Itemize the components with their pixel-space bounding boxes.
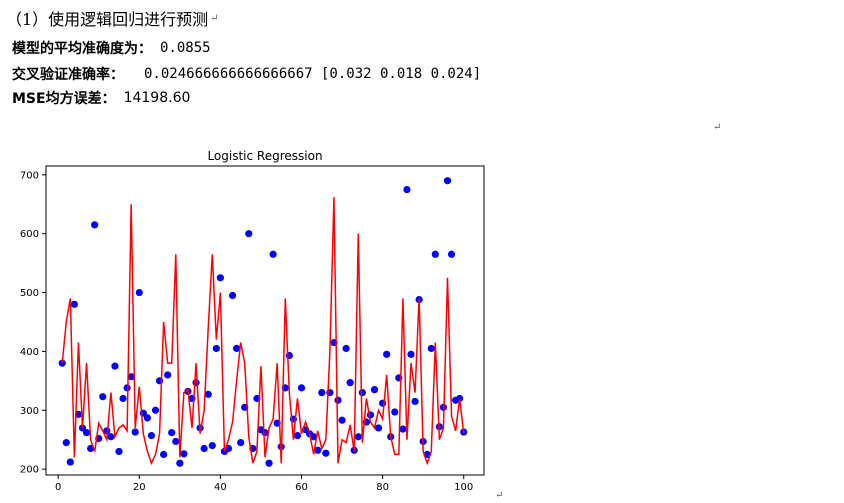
- scatter-point: [346, 378, 354, 387]
- scatter-point: [164, 371, 172, 379]
- y-tick-label: 600: [20, 229, 39, 240]
- scatter-point: [447, 250, 456, 258]
- scatter-point: [407, 350, 415, 358]
- scatter-point: [208, 441, 216, 450]
- scatter-point: [168, 429, 176, 437]
- scatter-point: [338, 416, 346, 424]
- scatter-point: [82, 429, 91, 437]
- y-tick-label: 300: [20, 406, 39, 417]
- scatter-point: [204, 390, 212, 398]
- scatter-point: [314, 446, 322, 454]
- scatter-point: [443, 177, 452, 185]
- scatter-point: [228, 291, 237, 300]
- mse-line: MSE均方误差： 14198.60: [12, 88, 190, 108]
- scatter-point: [370, 386, 379, 394]
- return-mark-bottom: ↵: [495, 490, 504, 501]
- scatter-point: [107, 433, 115, 441]
- scatter-point: [374, 424, 383, 432]
- scatter-point: [192, 378, 200, 387]
- plot-frame: [45, 165, 485, 476]
- x-tick-label: 0: [55, 482, 61, 493]
- scatter-point: [151, 406, 160, 414]
- x-tick-label: 80: [376, 482, 389, 493]
- scatter-point: [237, 439, 245, 447]
- scatter-point: [366, 411, 375, 419]
- scatter-point: [379, 399, 387, 407]
- scatter-point: [233, 344, 241, 353]
- scatter-point: [62, 439, 70, 447]
- scatter-point: [269, 250, 277, 258]
- scatter-point: [135, 288, 143, 297]
- scatter-point: [70, 300, 78, 308]
- y-tick-label: 500: [20, 288, 39, 299]
- scatter-point: [265, 459, 273, 467]
- scatter-point: [358, 389, 366, 397]
- return-mark: ↵: [210, 12, 219, 24]
- scatter-point: [103, 427, 111, 435]
- scatter-point: [403, 185, 411, 194]
- scatter-point: [285, 351, 293, 360]
- scatter-point: [127, 373, 135, 381]
- scatter-point: [147, 431, 156, 440]
- x-tick-label: 20: [133, 482, 146, 493]
- accuracy-line: 模型的平均准确度为： 0.0855: [12, 38, 211, 58]
- cv-value: 0.024666666666666667 [0.032 0.018 0.024]: [144, 66, 482, 82]
- axis-ticks: 0 20 40 60 80 100 200 300 400 500 600 700: [20, 170, 473, 493]
- scatter-point: [427, 344, 435, 353]
- section-heading-text: （1）使用逻辑回归进行预测: [6, 10, 209, 29]
- y-tick-label: 400: [20, 347, 39, 358]
- scatter-point: [66, 458, 74, 466]
- scatter-point: [411, 397, 419, 406]
- x-tick-label: 40: [214, 482, 227, 493]
- scatter-point: [310, 433, 318, 441]
- scatter-point: [111, 362, 119, 370]
- x-tick-label: 60: [295, 482, 308, 493]
- scatter-point: [297, 384, 306, 392]
- scatter-point: [160, 450, 168, 458]
- scatter-point: [115, 447, 123, 456]
- scatter-point: [180, 450, 188, 458]
- accuracy-value: 0.0855: [160, 40, 211, 56]
- scatter-point: [322, 449, 330, 457]
- scatter-point: [245, 230, 253, 238]
- scatter-point: [383, 350, 391, 358]
- mse-label: MSE均方误差：: [12, 91, 116, 107]
- scatter-point: [172, 437, 180, 446]
- scatter-point: [131, 428, 139, 436]
- x-tick-label: 100: [454, 482, 473, 493]
- scatter-point: [123, 384, 131, 392]
- y-tick-label: 200: [20, 465, 39, 476]
- scatter-point: [334, 396, 342, 404]
- y-tick-label: 700: [20, 170, 39, 181]
- section-heading: （1）使用逻辑回归进行预测 ↵: [6, 6, 219, 30]
- scatter-point: [143, 414, 151, 422]
- scatter-point: [431, 250, 439, 258]
- cv-label: 交叉验证准确率：: [12, 67, 124, 83]
- cv-line: 交叉验证准确率： 0.024666666666666667 [0.032 0.0…: [12, 64, 481, 84]
- scatter-point: [176, 459, 184, 467]
- series-line: [61, 197, 465, 466]
- scatter-point: [119, 394, 127, 403]
- scatter-point: [99, 393, 107, 401]
- scatter-point: [216, 274, 224, 282]
- scatter-point: [200, 444, 208, 453]
- scatter-point: [293, 431, 302, 440]
- return-mark-right: ↵: [713, 122, 722, 133]
- scatter-point: [391, 408, 399, 416]
- mse-value: 14198.60: [123, 90, 191, 106]
- scatter-point: [399, 425, 407, 433]
- accuracy-label: 模型的平均准确度为：: [12, 41, 152, 57]
- plot-marks: [58, 177, 468, 467]
- scatter-point: [212, 344, 220, 353]
- scatter-point: [318, 389, 326, 397]
- scatter-point: [354, 433, 362, 441]
- scatter-point: [342, 344, 350, 353]
- chart-title: Logistic Regression: [207, 149, 322, 163]
- scatter-point: [91, 221, 99, 229]
